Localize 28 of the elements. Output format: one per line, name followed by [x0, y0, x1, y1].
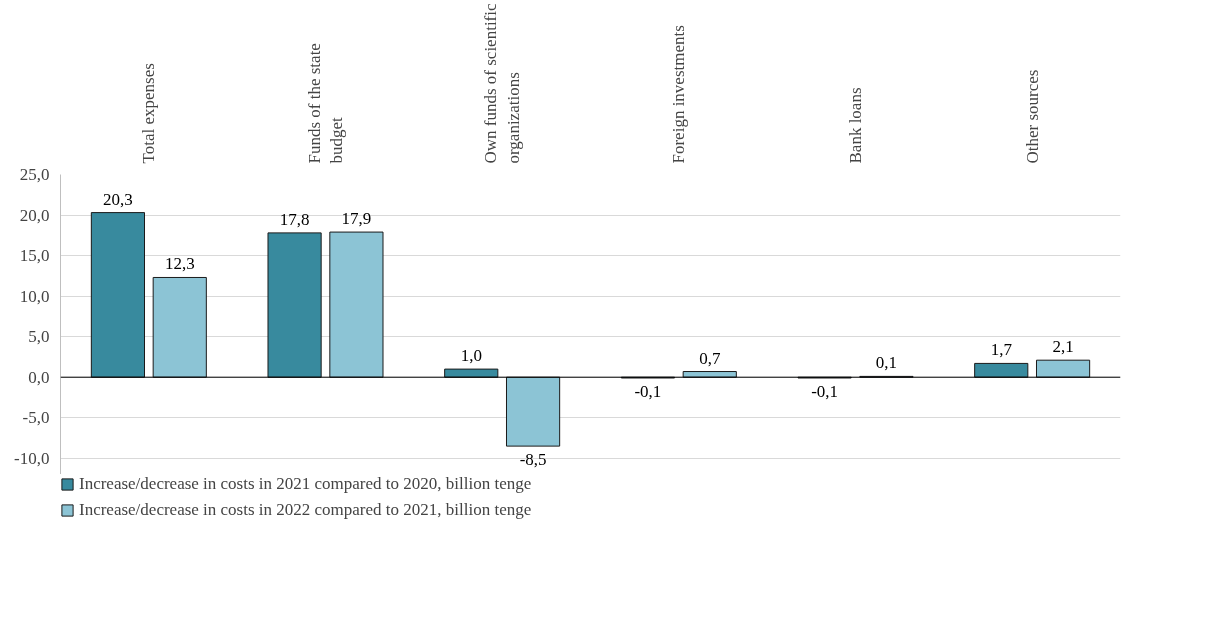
x-tick-label: Other sources: [1022, 69, 1042, 164]
data-label: 20,3: [103, 189, 133, 209]
data-label: 1,7: [990, 340, 1013, 360]
y-tick-label: 10,0: [19, 286, 50, 306]
y-tick-label: 0,0: [28, 367, 50, 387]
data-label: 1,0: [460, 346, 482, 366]
y-tick-label: -10,0: [14, 448, 50, 468]
x-tick-label: Total expenses: [139, 63, 159, 164]
data-label: -0,1: [811, 382, 839, 402]
legend-label: Increase/decrease in costs in 2022 compared to 2021, billion tenge: [79, 500, 532, 520]
data-label: 17,9: [341, 209, 372, 229]
y-tick-label: 25,0: [19, 165, 50, 184]
legend-label: Increase/decrease in costs in 2021 compared to 2020, billion tenge: [79, 474, 532, 494]
y-tick-label: 20,0: [19, 205, 50, 225]
data-label: -0,1: [634, 382, 662, 402]
x-tick-label: Foreign investments: [669, 25, 689, 164]
data-label: 17,8: [279, 209, 310, 229]
data-label: 0,1: [875, 353, 898, 373]
x-tick-label: Funds of the state budget: [304, 43, 347, 164]
data-label: 0,7: [699, 348, 721, 368]
x-tick-label: Own funds of scientific organizations: [481, 3, 524, 164]
data-label: -8,5: [519, 450, 547, 470]
data-label: 2,1: [1052, 337, 1074, 357]
y-tick-label: 15,0: [19, 246, 50, 266]
data-label: 12,3: [164, 254, 195, 274]
y-tick-label: -5,0: [22, 408, 50, 428]
x-tick-label: Bank loans: [846, 87, 865, 164]
y-tick-label: 5,0: [28, 327, 50, 347]
